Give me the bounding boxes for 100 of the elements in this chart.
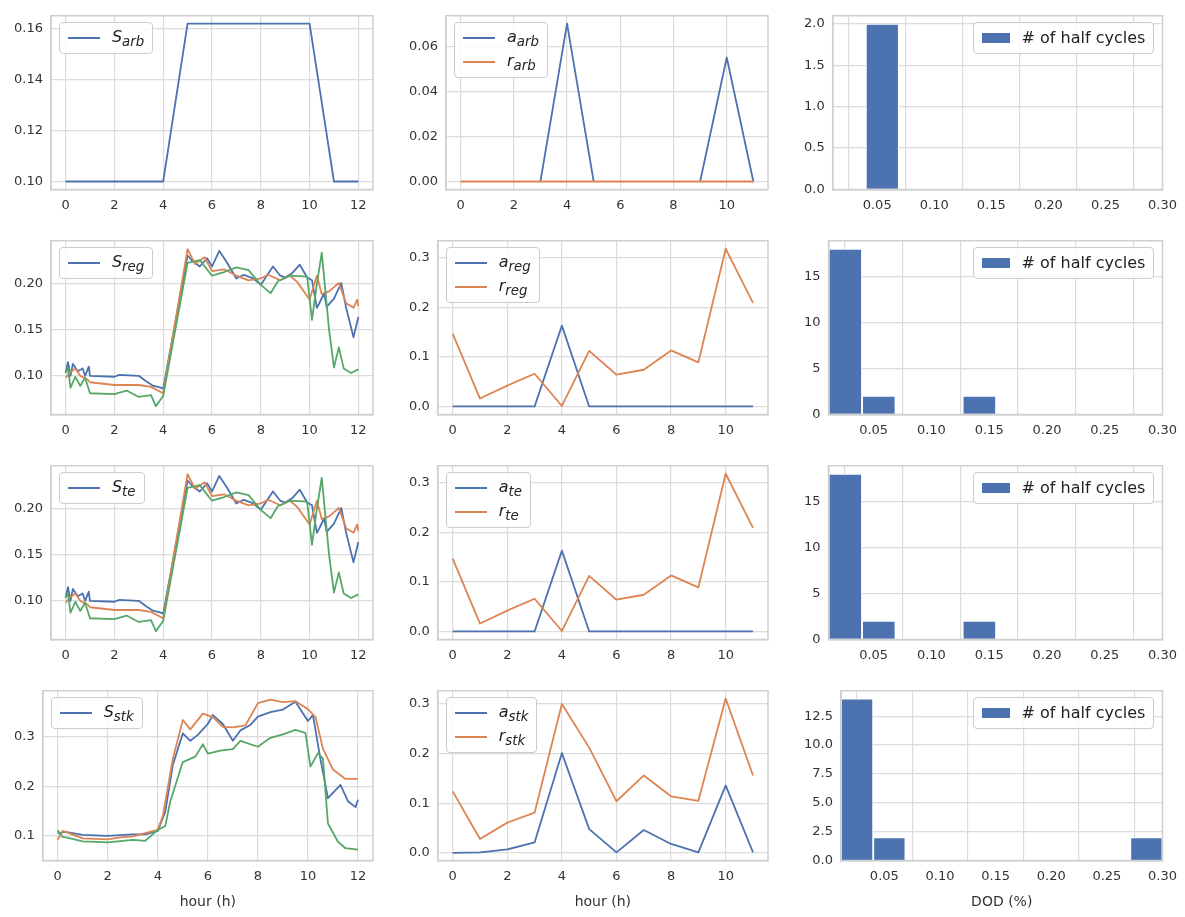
x-tick-label: 6 <box>612 867 621 883</box>
x-tick-label: 0.25 <box>1090 196 1120 212</box>
x-tick-label: 0 <box>448 867 457 883</box>
x-tick-label: 0.15 <box>974 646 1004 662</box>
y-tick-label: 0.3 <box>408 474 430 490</box>
y-tick-label: 0.00 <box>408 172 438 188</box>
y-tick-label: 0.10 <box>13 172 43 188</box>
x-tick-label: 8 <box>256 646 265 662</box>
x-tick-label: 0 <box>448 646 457 662</box>
x-tick-label: 2 <box>509 196 518 212</box>
y-tick-label: 0.3 <box>13 728 35 744</box>
y-tick-label: 0.06 <box>408 37 438 53</box>
x-tick-label: 4 <box>557 867 567 883</box>
x-tick-label: 12 <box>350 646 367 662</box>
legend-label: r$_{reg}$ <box>498 275 528 298</box>
x-tick-label: 10 <box>301 421 318 437</box>
x-tick-label: 10 <box>717 867 734 883</box>
x-tick-label: 8 <box>256 196 265 212</box>
y-tick-label: 10.0 <box>803 736 833 752</box>
x-tick-label: 4 <box>557 421 567 437</box>
x-tick-label: 4 <box>159 646 168 662</box>
legend-label: S$_{arb}$ <box>111 26 145 49</box>
y-tick-label: 0.10 <box>13 367 43 383</box>
y-tick-label: 15 <box>804 493 821 508</box>
y-tick-label: 0.2 <box>13 777 35 793</box>
legend-label: # of half cycles <box>1021 253 1146 273</box>
y-tick-label: 0 <box>812 630 821 646</box>
y-tick-label: 7.5 <box>812 765 833 781</box>
x-tick-label: 6 <box>207 421 217 437</box>
y-tick-label: 2.5 <box>812 823 833 839</box>
x-tick-label: 0.05 <box>859 421 889 437</box>
x-tick-label: 0.25 <box>1090 421 1120 437</box>
x-tick-label: 0.10 <box>919 196 949 212</box>
y-tick-label: 0 <box>812 405 821 421</box>
legend-label: r$_{te}$ <box>498 500 519 523</box>
x-tick-label: 6 <box>612 421 621 437</box>
x-tick-label: 0.05 <box>869 867 899 883</box>
y-tick-label: 0.0 <box>408 622 430 638</box>
x-tick-label: 0.25 <box>1092 867 1122 883</box>
x-tick-label: 8 <box>666 646 676 662</box>
x-tick-label: 0.05 <box>859 646 889 662</box>
y-tick-label: 0.1 <box>13 827 35 843</box>
y-tick-label: 2.0 <box>803 15 825 31</box>
legend-label: a$_{stk}$ <box>498 701 529 724</box>
y-tick-label: 12.5 <box>803 707 833 723</box>
y-tick-label: 0.15 <box>13 546 43 562</box>
x-tick-label: 12 <box>350 196 367 212</box>
x-tick-label: 2 <box>503 646 512 662</box>
x-tick-label: 6 <box>616 196 625 212</box>
x-tick-label: 0.20 <box>1032 421 1062 437</box>
x-axis-title: hour (h) <box>179 893 236 910</box>
x-tick-label: 0.20 <box>1036 867 1066 883</box>
x-tick-label: 10 <box>718 196 736 212</box>
legend-label: S$_{te}$ <box>111 476 136 499</box>
x-tick-label: 2 <box>110 196 119 212</box>
x-tick-label: 10 <box>717 421 734 437</box>
x-tick-label: 12 <box>349 867 367 883</box>
x-tick-label: 0.30 <box>1148 421 1177 437</box>
y-tick-label: 0.1 <box>408 573 430 589</box>
x-tick-label: 10 <box>301 196 318 212</box>
x-tick-label: 0.15 <box>976 196 1006 212</box>
y-tick-label: 0.16 <box>13 20 43 36</box>
y-tick-label: 10 <box>804 313 821 329</box>
x-tick-label: 8 <box>669 196 678 212</box>
x-tick-label: 2 <box>103 867 112 883</box>
x-tick-label: 0.10 <box>916 421 946 437</box>
x-tick-label: 0 <box>456 196 465 212</box>
y-tick-label: 15 <box>804 268 821 283</box>
y-tick-label: 0.02 <box>408 127 438 143</box>
y-tick-label: 0.20 <box>13 275 43 291</box>
x-tick-label: 6 <box>612 646 621 662</box>
legend-label: # of half cycles <box>1021 703 1146 723</box>
x-tick-label: 0.20 <box>1033 196 1063 212</box>
y-tick-label: 0.15 <box>13 321 43 337</box>
y-tick-label: 0.1 <box>408 348 430 364</box>
x-tick-label: 0.30 <box>1148 867 1177 883</box>
x-tick-label: 4 <box>159 196 168 212</box>
x-tick-label: 4 <box>557 646 567 662</box>
y-tick-label: 0.2 <box>408 744 430 760</box>
x-tick-label: 10 <box>301 646 318 662</box>
y-tick-label: 0.2 <box>408 298 430 314</box>
y-tick-label: 1.5 <box>803 56 825 72</box>
y-tick-label: 0.14 <box>13 71 43 87</box>
x-tick-label: 0 <box>53 867 62 883</box>
x-tick-label: 0.15 <box>974 421 1004 437</box>
x-tick-label: 0.25 <box>1090 646 1120 662</box>
x-tick-label: 0.05 <box>862 196 892 212</box>
x-tick-label: 8 <box>253 867 263 883</box>
x-tick-label: 4 <box>159 421 168 437</box>
legend-label: # of half cycles <box>1021 28 1146 48</box>
x-tick-label: 0 <box>448 421 457 437</box>
y-tick-label: 0.20 <box>13 500 43 516</box>
x-tick-label: 2 <box>110 421 119 437</box>
x-tick-label: 6 <box>207 646 217 662</box>
y-tick-label: 0.0 <box>408 397 430 413</box>
x-tick-label: 0.10 <box>916 646 946 662</box>
x-tick-label: 0.20 <box>1032 646 1062 662</box>
x-tick-label: 12 <box>350 421 367 437</box>
y-tick-label: 0.0 <box>408 844 430 860</box>
x-tick-label: 6 <box>207 196 217 212</box>
